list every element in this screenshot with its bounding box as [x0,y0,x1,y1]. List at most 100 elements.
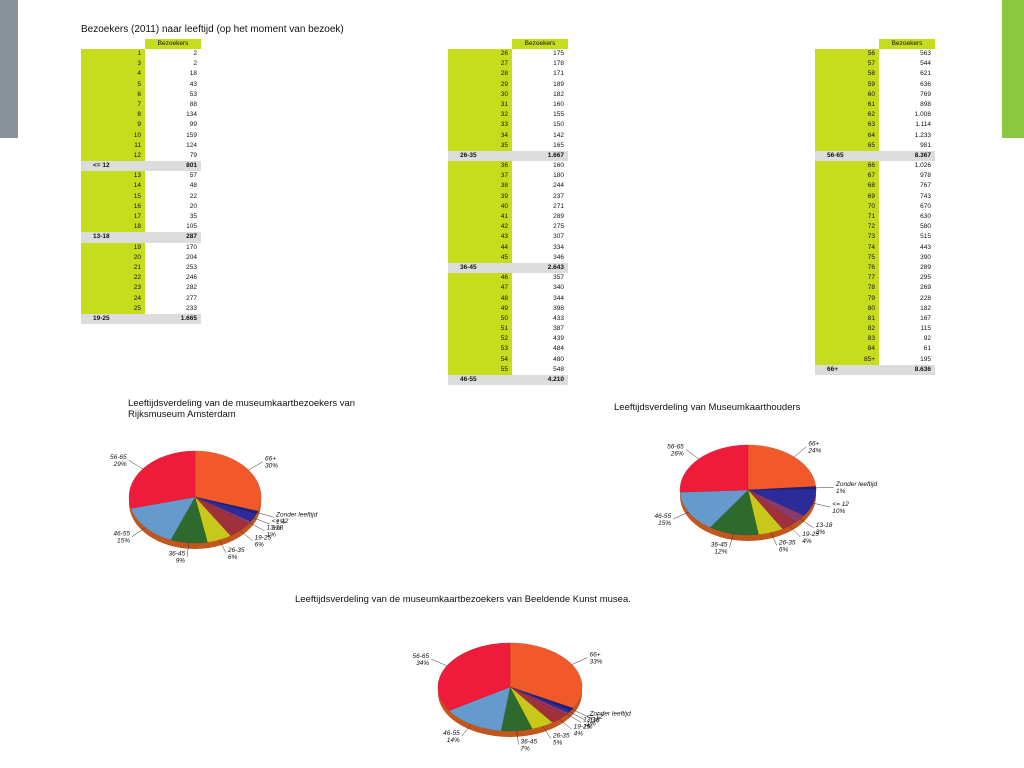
age-cell: 74 [815,242,879,253]
chart-1-title-line2: Rijksmuseum Amsterdam [128,409,236,420]
count-cell: 8.636 [879,364,935,375]
age-cell: 54 [448,354,512,365]
pie-label-12: <= 12 [272,518,289,525]
count-cell: 233 [186,304,197,312]
count-cell: 204 [186,253,197,261]
count-cell: 92 [923,335,931,343]
table-row: 59 636 [815,79,935,90]
count-cell: 189 [553,80,564,88]
subtotal-row: 13-18 287 [81,232,201,243]
age-cell: 53 [448,344,512,355]
table-row: 8 134 [81,110,201,121]
count-cell: 105 [186,223,197,231]
table-row: 78 269 [815,283,935,294]
table-row: 71 630 [815,212,935,223]
table-header: Bezoekers [448,39,568,49]
age-cell: 70 [815,201,879,212]
table-row: 29 189 [448,79,568,90]
pie-label-66: 66+ [808,441,819,448]
age-cell: 40 [448,201,512,212]
count-cell: 22 [189,192,197,200]
age-cell: 9 [81,120,145,131]
table-row: 73 515 [815,232,935,243]
count-cell: 271 [553,202,564,210]
age-cell: 11 [81,140,145,151]
pie-slice-56-65 [679,444,749,493]
pie-percent-13-18: 1% [267,532,277,539]
count-cell: 439 [553,335,564,343]
pie-label-26-35: 26-35 [227,547,245,554]
column-header-bezoekers: Bezoekers [512,39,568,49]
table-row: 11 124 [81,140,201,151]
age-cell: 69 [815,191,879,202]
age-cell: 12 [81,150,145,162]
count-cell: 289 [553,213,564,220]
age-cell: 41 [448,212,512,223]
count-cell: 636 [920,80,931,88]
subtotal-row: 56-65 8.367 [815,150,935,162]
count-cell: 898 [920,100,931,108]
age-cell: 23 [81,283,145,294]
age-cell: 65 [815,140,879,151]
age-table-1: Bezoekers 1 2 3 2 4 18 5 43 6 53 7 88 8 134 9 99 10 159 11 1… [81,39,201,325]
pie-leader-line [685,449,699,460]
age-cell: 84 [815,344,879,355]
count-cell: 390 [920,253,931,261]
pie-leader-line [431,658,447,667]
age-cell: 22 [81,273,145,284]
table-row: 15 22 [81,191,201,202]
column-header-bezoekers: Bezoekers [145,39,201,49]
pie-percent-66: 24% [807,448,821,455]
pie-percent-13-18: 1% [583,724,593,731]
pie-label-26-35: 26-35 [778,540,796,547]
age-cell: 46 [448,273,512,284]
age-cell: 28 [448,69,512,80]
age-cell: 76 [815,262,879,274]
table-row: 35 165 [448,140,568,151]
pie-percent-66: 33% [590,659,603,666]
count-cell: 182 [920,304,931,312]
pie-leader-line [186,542,190,557]
age-cell: 17 [81,212,145,223]
chart-1-title: Leeftijdsverdeling van de museumkaartbez… [128,398,355,420]
table-row: 61 898 [815,99,935,111]
pie-percent-13-18: 3% [816,529,826,536]
age-cell: 57 [815,59,879,70]
chart-2-title: Leeftijdsverdeling van Museumkaarthouder… [614,402,801,413]
age-cell: 30 [448,89,512,100]
table-row: 63 1.114 [815,120,935,131]
table-row: 85+ 195 [815,354,935,365]
pie-label-19-25: 19-25 [574,723,591,730]
age-cell: 43 [448,232,512,243]
count-cell: 35 [189,213,197,220]
pie-label-26-35: 26-35 [552,733,570,740]
count-cell: 142 [553,131,564,139]
table-row: 39 237 [448,191,568,202]
age-cell: 82 [815,324,879,335]
age-cell: 36 [448,161,512,172]
count-cell: 182 [553,90,564,98]
pie-percent-26-35: 5% [553,740,563,747]
table-row: 44 334 [448,242,568,253]
subtotal-row: 26-35 1.667 [448,150,568,162]
table-header-blank [448,39,512,49]
age-cell: 33 [448,120,512,131]
age-cell: 34 [448,130,512,141]
table-row: 82 115 [815,324,935,335]
pie-label-56-65: 56-65 [412,653,429,660]
age-cell: 1 [81,49,145,60]
age-cell: 63 [815,120,879,131]
count-cell: 334 [553,243,564,251]
age-cell: 16 [81,201,145,212]
count-cell: 484 [553,345,564,353]
right-green-bar [1002,0,1024,138]
table-header: Bezoekers [815,39,935,49]
count-cell: 165 [553,141,564,149]
table-row: 22 246 [81,273,201,284]
count-cell: 53 [189,90,197,98]
age-cell: 26-35 [448,150,512,162]
subtotal-row: 36-45 2.643 [448,262,568,274]
table-header-blank [815,39,879,49]
count-cell: 171 [553,70,564,78]
